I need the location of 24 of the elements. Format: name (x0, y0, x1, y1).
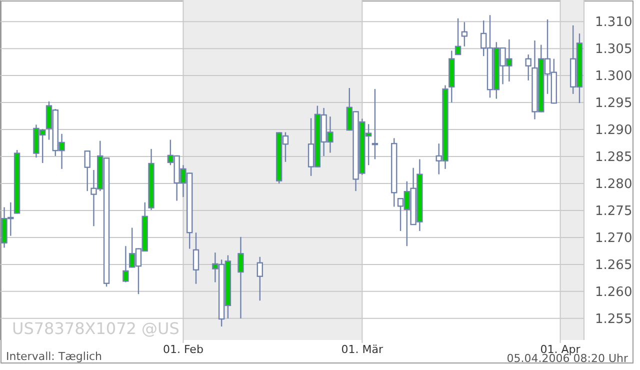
candlestick (84, 150, 90, 192)
candlestick (192, 232, 200, 284)
y-tick-label: 1.270 (595, 231, 632, 246)
candlestick (372, 88, 378, 160)
y-tick-label: 1.285 (595, 150, 632, 166)
y-tick-label: 1.310 (595, 15, 632, 30)
candlestick (122, 245, 129, 283)
y-tick-label: 1.295 (595, 96, 632, 112)
y-tick-label: 1.305 (595, 42, 632, 58)
text: Intervall: Tæglich (6, 350, 102, 363)
y-tick-label: 1.275 (595, 204, 632, 220)
candlestick (525, 54, 532, 82)
candlestick (238, 236, 244, 320)
candlestick (461, 22, 468, 48)
candlestick (256, 256, 264, 302)
y-tick-label: 1.300 (595, 69, 632, 84)
y-tick-label: 1.255 (595, 312, 632, 327)
y-tick-label: 1.280 (595, 177, 632, 192)
y-tick-label: 1.290 (595, 123, 632, 138)
y-tick-label: 1.265 (595, 258, 632, 273)
y-tick-label: 1.260 (595, 284, 632, 300)
candlestick (454, 18, 462, 56)
x-tick-label: 01. Mär (341, 343, 384, 356)
x-tick-label: 01. Feb (162, 343, 204, 356)
